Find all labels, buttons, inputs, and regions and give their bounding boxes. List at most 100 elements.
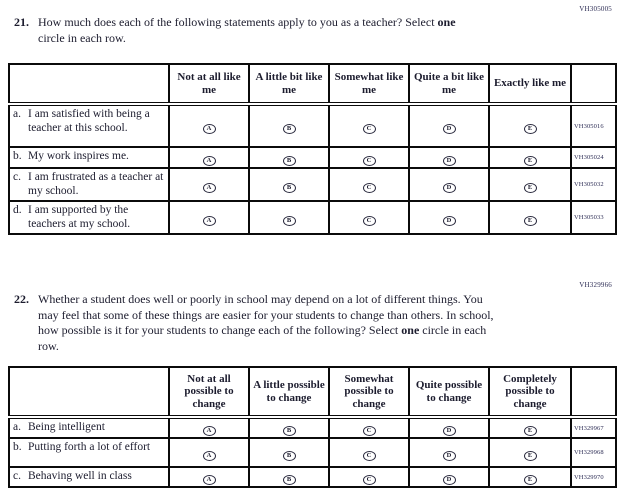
option-circle-D[interactable]: D (442, 450, 456, 461)
option-cell: B (248, 166, 330, 203)
row-code: VH305024 (570, 146, 617, 169)
question-22-text-part2: circle in each row. (38, 323, 487, 353)
statement-text: Putting forth a lot of effort (28, 441, 151, 453)
option-circle-C[interactable]: C (362, 155, 376, 166)
column-header: Not at all like me (168, 63, 250, 106)
row-letter: a. (13, 108, 21, 120)
option-circle-B[interactable]: B (282, 182, 296, 193)
question-22-stem: 22. Whether a student does well or poorl… (14, 292, 506, 354)
option-circle-D[interactable]: D (442, 124, 456, 134)
option-cell: E (488, 146, 572, 169)
statement-text: Behaving well in class (28, 470, 132, 482)
option-cell: A (168, 437, 250, 468)
option-cell: A (168, 166, 250, 203)
option-circle-E[interactable]: E (523, 182, 537, 193)
option-circle-A[interactable]: A (202, 426, 216, 436)
option-cell: E (488, 466, 572, 488)
row-code: VH305032 (570, 166, 617, 203)
row-letter: c. (13, 470, 21, 482)
option-circle-E[interactable]: E (523, 215, 537, 226)
q21-table: Not at all like me A little bit like me So… (8, 63, 617, 236)
option-circle-A[interactable]: A (202, 182, 216, 193)
option-circle-B[interactable]: B (282, 124, 296, 134)
option-cell: A (168, 200, 250, 236)
row-letter: c. (13, 171, 21, 183)
option-circle-A[interactable]: A (202, 450, 216, 461)
statement-text: Being intelligent (28, 421, 105, 433)
column-header: A little possible to change (248, 366, 330, 419)
statement-cell: c. Behaving well in class (8, 466, 170, 488)
option-circle-C[interactable]: C (362, 426, 376, 436)
option-cell: D (408, 200, 490, 236)
row-code: VH329970 (570, 466, 617, 488)
question-21-number: 21. (14, 15, 29, 29)
header-row: Not at all possible to change A little po… (8, 366, 617, 419)
option-circle-D[interactable]: D (442, 426, 456, 436)
option-circle-B[interactable]: B (282, 215, 296, 226)
statement-cell: b. Putting forth a lot of effort (8, 437, 170, 468)
question-21-text-part1: How much does each of the following stat… (38, 15, 438, 29)
option-circle-D[interactable]: D (442, 182, 456, 193)
option-circle-A[interactable]: A (202, 124, 216, 134)
option-cell: B (248, 200, 330, 236)
option-circle-B[interactable]: B (282, 450, 296, 461)
option-circle-E[interactable]: E (523, 155, 537, 166)
stem-header-cell (8, 63, 170, 106)
row-code: VH329968 (570, 437, 617, 468)
option-circle-E[interactable]: E (523, 475, 537, 485)
question-21-text-part2: circle in each row. (38, 30, 126, 45)
option-circle-D[interactable]: D (442, 215, 456, 226)
option-cell: C (328, 437, 410, 468)
column-header: Quite possible to change (408, 366, 490, 419)
option-circle-E[interactable]: E (523, 450, 537, 461)
option-circle-D[interactable]: D (442, 155, 456, 166)
option-circle-C[interactable]: C (362, 215, 376, 226)
table-row: b. My work inspires me. A B C D E VH305024 (8, 146, 617, 169)
option-circle-C[interactable]: C (362, 475, 376, 485)
table-row: a. I am satisfied with being a teacher at… (8, 103, 617, 148)
statement-cell: a. I am satisfied with being a teacher at… (8, 103, 170, 148)
option-circle-B[interactable]: B (282, 426, 296, 436)
option-cell: E (488, 437, 572, 468)
question-22-accession-code: VH329966 (579, 281, 612, 289)
table-row: c. Behaving well in class A B C D E VH329970 (8, 466, 617, 488)
option-circle-C[interactable]: C (362, 450, 376, 461)
option-circle-E[interactable]: E (523, 124, 537, 134)
header-row: Not at all like me A little bit like me So… (8, 63, 617, 106)
row-code: VH305033 (570, 200, 617, 236)
statement-text: My work inspires me. (28, 150, 129, 162)
column-header: A little bit like me (248, 63, 330, 106)
option-circle-B[interactable]: B (282, 155, 296, 166)
option-circle-E[interactable]: E (523, 426, 537, 436)
statement-text: I am frustrated as a teacher at my schoo… (28, 171, 164, 197)
question-21-accession-code: VH305005 (579, 5, 612, 13)
option-cell: C (328, 200, 410, 236)
option-cell: B (248, 146, 330, 169)
option-cell: D (408, 146, 490, 169)
option-circle-D[interactable]: D (442, 475, 456, 485)
column-header: Somewhat like me (328, 63, 410, 106)
option-circle-C[interactable]: C (362, 182, 376, 193)
column-header: Completely possible to change (488, 366, 572, 419)
question-21-stem: 21. How much does each of the following … (14, 15, 482, 46)
option-cell: A (168, 416, 250, 439)
table-row: c. I am frustrated as a teacher at my sch… (8, 166, 617, 203)
option-cell: B (248, 103, 330, 148)
row-letter: d. (13, 204, 22, 217)
option-circle-B[interactable]: B (282, 475, 296, 485)
code-header-cell (570, 63, 617, 106)
option-cell: C (328, 103, 410, 148)
option-circle-A[interactable]: A (202, 215, 216, 226)
row-code: VH305016 (570, 103, 617, 148)
option-circle-C[interactable]: C (362, 124, 376, 134)
statement-cell: b. My work inspires me. (8, 146, 170, 169)
column-header: Somewhat possible to change (328, 366, 410, 419)
option-circle-A[interactable]: A (202, 155, 216, 166)
option-cell: A (168, 146, 250, 169)
option-cell: A (168, 103, 250, 148)
option-cell: B (248, 437, 330, 468)
option-cell: E (488, 103, 572, 148)
option-circle-A[interactable]: A (202, 475, 216, 485)
option-cell: B (248, 466, 330, 488)
